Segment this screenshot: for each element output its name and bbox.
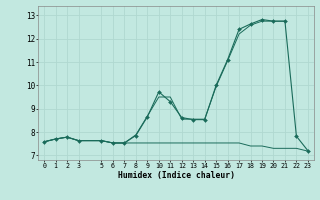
X-axis label: Humidex (Indice chaleur): Humidex (Indice chaleur): [117, 171, 235, 180]
